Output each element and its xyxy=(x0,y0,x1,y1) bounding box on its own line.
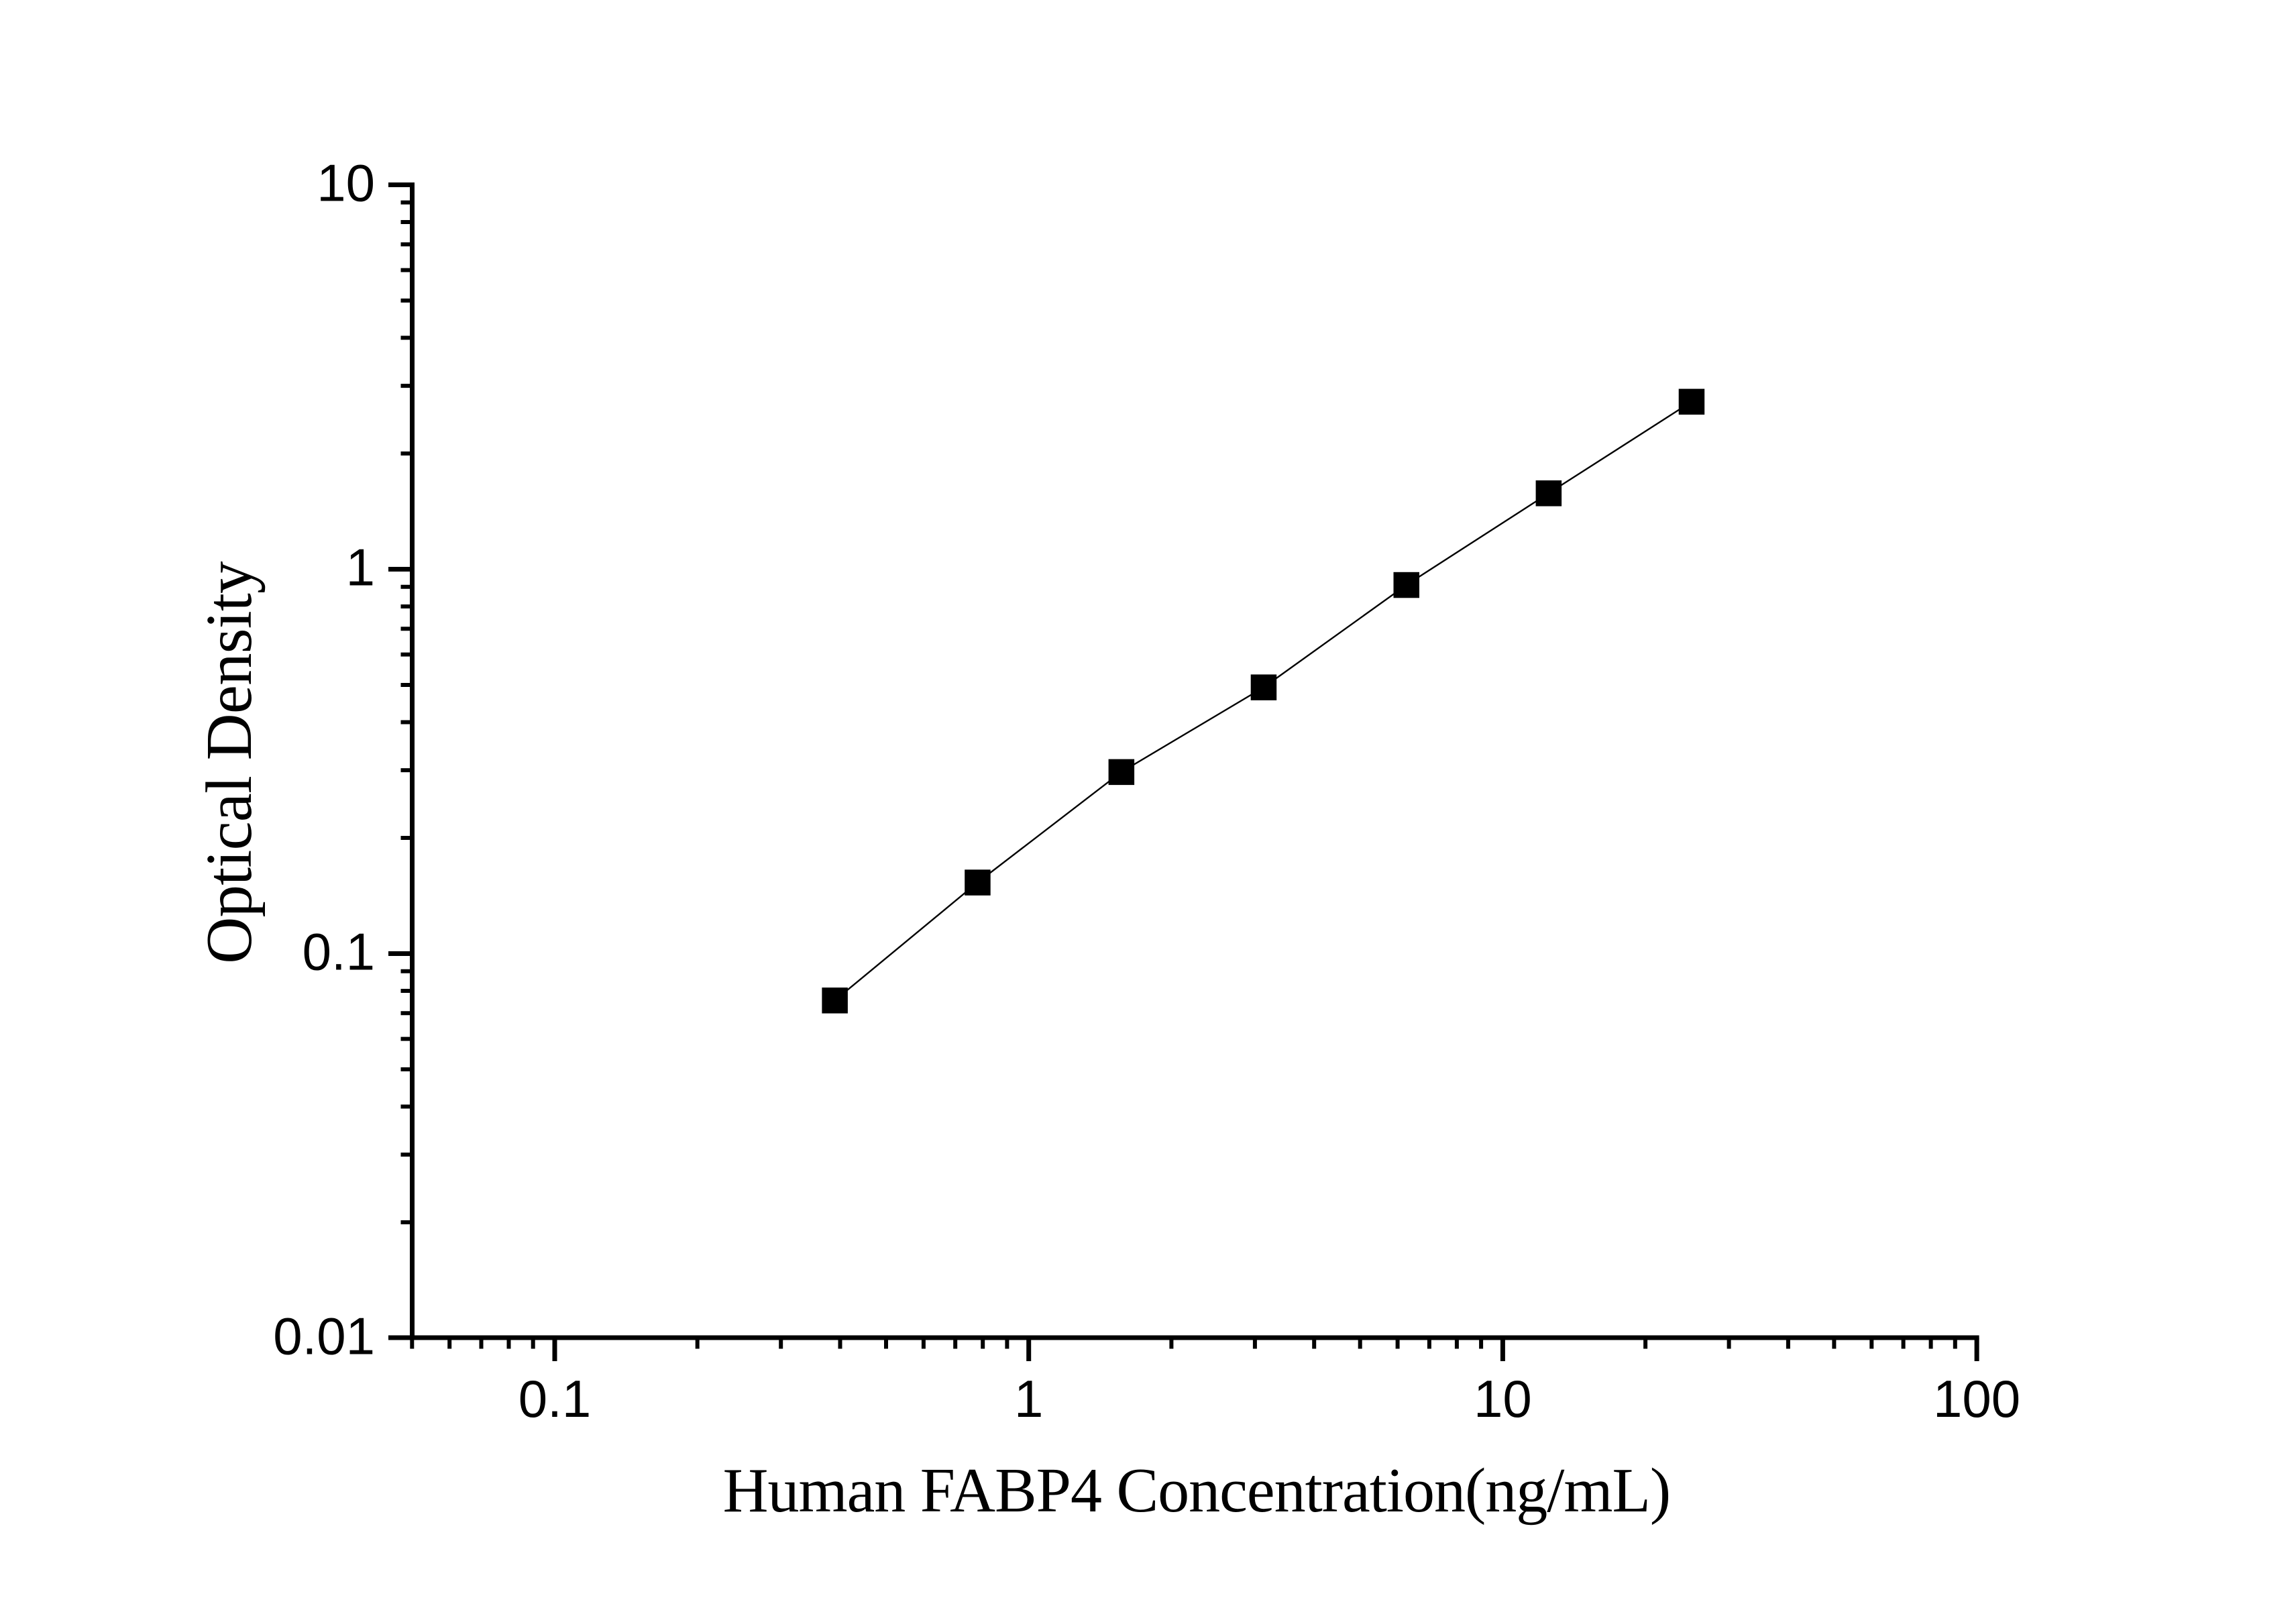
svg-text:1: 1 xyxy=(346,538,375,597)
svg-text:10: 10 xyxy=(317,154,375,213)
svg-text:0.1: 0.1 xyxy=(518,1369,591,1428)
svg-text:10: 10 xyxy=(1474,1369,1532,1428)
svg-text:1: 1 xyxy=(1014,1369,1043,1428)
svg-text:100: 100 xyxy=(1933,1369,2020,1428)
svg-text:0.1: 0.1 xyxy=(303,922,375,981)
svg-text:Human FABP4 Concentration(ng/m: Human FABP4 Concentration(ng/mL) xyxy=(723,1456,1671,1526)
svg-text:Optical Density: Optical Density xyxy=(193,561,265,964)
svg-text:0.01: 0.01 xyxy=(273,1307,375,1366)
